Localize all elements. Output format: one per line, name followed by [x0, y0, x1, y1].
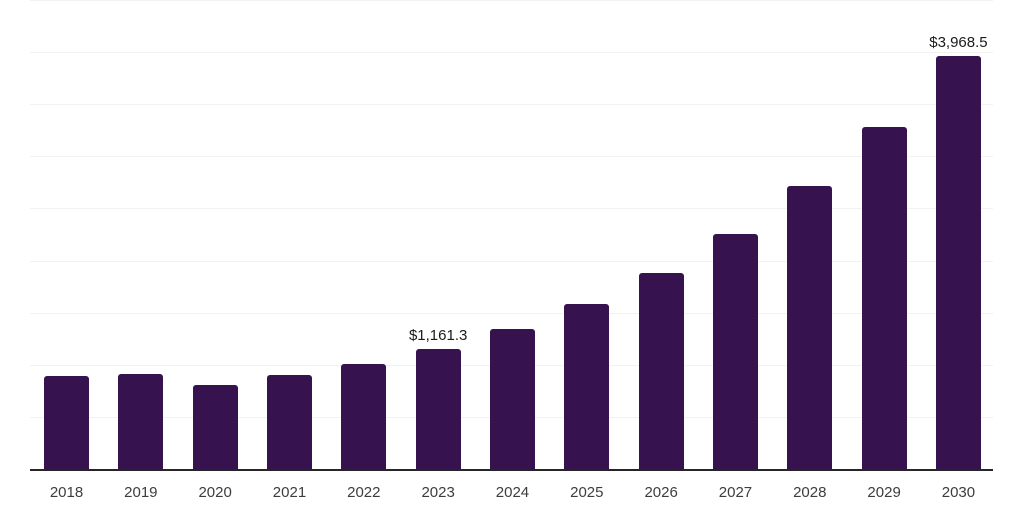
bar-2021[interactable]: [266, 375, 312, 470]
gridline-3000: [30, 156, 993, 158]
bar-2029[interactable]: [861, 127, 907, 470]
gridline-3500: [30, 104, 993, 106]
x-tick-2025: 2025: [570, 484, 604, 501]
gridline-2000: [30, 260, 993, 262]
x-tick-2029: 2029: [867, 484, 901, 501]
gridline-4000: [30, 52, 993, 54]
x-axis-line: [30, 469, 993, 471]
bar-2020[interactable]: [192, 385, 238, 470]
bar-2022[interactable]: [341, 364, 387, 470]
x-tick-2023: 2023: [421, 484, 455, 501]
plot-area: $1,161.3 $3,968.5: [30, 0, 993, 471]
bar-2024[interactable]: [489, 329, 535, 470]
x-tick-2024: 2024: [495, 484, 530, 501]
gridline-1500: [30, 312, 993, 314]
bar-2023[interactable]: $1,161.3: [409, 327, 467, 470]
bar-value-label-2023: $1,161.3: [408, 326, 468, 344]
x-tick-2018: 2018: [49, 484, 84, 501]
x-tick-2020: 2020: [198, 484, 232, 501]
x-tick-2022: 2022: [347, 484, 381, 501]
x-tick-2030: 2030: [941, 484, 976, 501]
bar-2030[interactable]: $3,968.5: [929, 35, 988, 470]
bar-2018[interactable]: [44, 376, 89, 470]
bar-value-label-2030: $3,968.5: [929, 34, 988, 52]
gridline-2500: [30, 208, 993, 210]
bar-2025[interactable]: [564, 304, 610, 470]
x-tick-2028: 2028: [793, 484, 827, 501]
bar-2026[interactable]: [638, 272, 684, 470]
x-tick-2021: 2021: [272, 484, 307, 501]
x-tick-2026: 2026: [644, 484, 678, 501]
gridline-4500: [30, 0, 993, 1]
bar-2019[interactable]: [118, 373, 164, 470]
x-axis-labels: 2018 2019 2020 2021 2022 2023 2024 2025 2026 2027…: [30, 485, 993, 501]
x-tick-2027: 2027: [718, 484, 753, 501]
bar-2027[interactable]: [712, 234, 758, 470]
bar-2028[interactable]: [787, 186, 833, 470]
bars-container: $1,161.3 $3,968.5: [30, 1, 993, 470]
x-tick-2019: 2019: [124, 484, 158, 501]
